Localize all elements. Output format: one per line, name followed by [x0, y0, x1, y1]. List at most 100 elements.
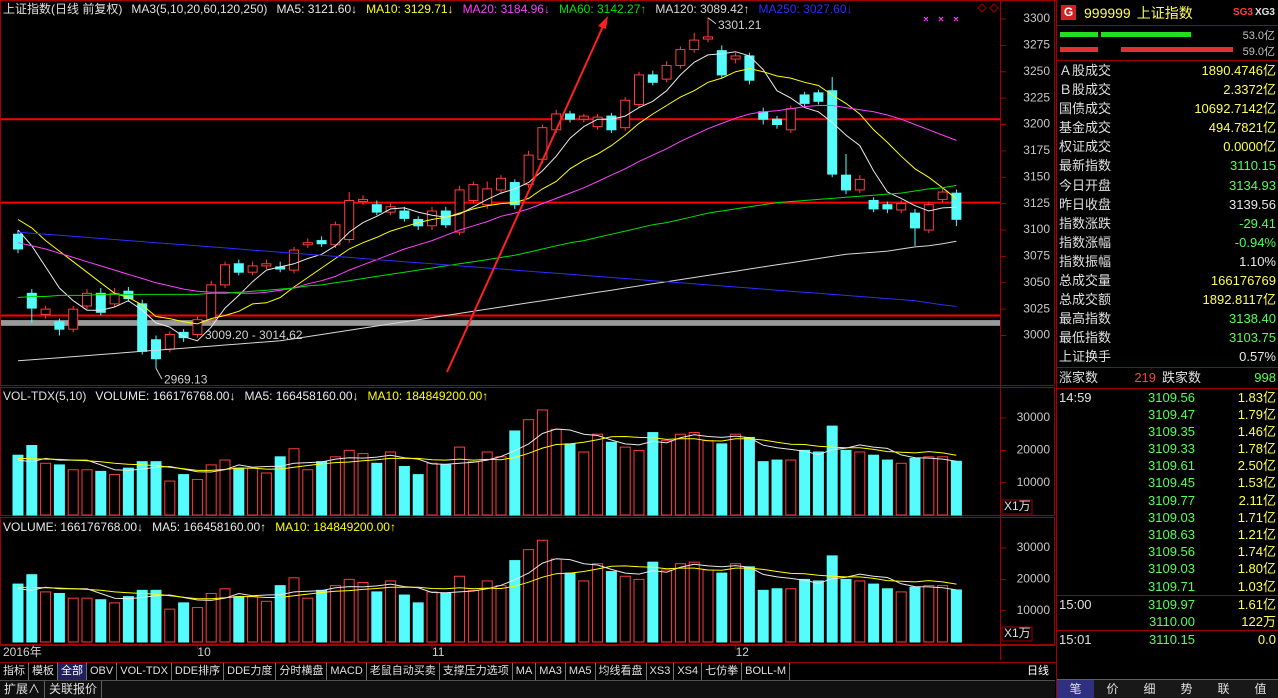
- legend-item: MA60: 3142.27↑: [559, 2, 646, 16]
- toolbar-item[interactable]: 七仿拳: [702, 663, 743, 680]
- panel-tab[interactable]: 笔: [1057, 680, 1094, 698]
- volume-bar: [730, 563, 742, 643]
- toolbar-item[interactable]: 均线看盘: [596, 663, 647, 680]
- toolbar-item[interactable]: 指标: [0, 663, 29, 680]
- legend-item: MA5: 166458160.00↑: [152, 520, 266, 534]
- volume-panel-frame: [0, 517, 1055, 645]
- tick-price: 3109.03: [1148, 509, 1195, 525]
- panel-tab[interactable]: 值: [1254, 682, 1267, 696]
- volume-bar: [81, 469, 93, 516]
- volume-bar: [702, 440, 714, 516]
- toolbar-item[interactable]: MA3: [536, 663, 566, 680]
- legend-item: MA10: 184849200.00↑: [368, 389, 489, 403]
- toolbar-item[interactable]: DDE排序: [172, 663, 225, 680]
- quote-row: 基金成交 494.7821亿: [1057, 118, 1278, 137]
- volume-bar: [730, 433, 742, 516]
- candle-body: [454, 189, 465, 233]
- candle-body: [937, 191, 948, 200]
- chart-area: 3000 3025 3050 3075 3100 3125 3150 3175 3200 3225…: [0, 0, 1055, 662]
- toolbar-item[interactable]: 分时横盘: [276, 663, 328, 680]
- price-panel-frame: [0, 0, 1055, 386]
- volume-bar: [674, 433, 686, 516]
- candle-body: [647, 74, 658, 83]
- toolbar-item[interactable]: 全部: [58, 663, 87, 680]
- legend-item: MA250: 3027.60↓: [758, 2, 852, 16]
- toolbar-item[interactable]: 模板: [29, 663, 58, 680]
- volume-bar: [536, 539, 548, 643]
- x-tick-label: 10: [197, 645, 211, 659]
- volume-bar: [12, 454, 24, 516]
- tick-price: 3109.71: [1148, 578, 1195, 594]
- volume-bar: [619, 575, 631, 643]
- candle-body: [233, 263, 244, 273]
- panel-tab[interactable]: 细: [1143, 682, 1156, 696]
- volume-bar: [467, 589, 479, 643]
- candle-body: [26, 292, 37, 309]
- candle-body: [178, 331, 189, 339]
- candle-body: [896, 203, 907, 211]
- legend-item: MA10: 184849200.00↑: [275, 520, 396, 534]
- footer-bar: 扩展∧ 关联报价: [0, 680, 1055, 698]
- quote-label: 今日开盘: [1059, 177, 1112, 193]
- y-tick-label: 3100: [1023, 222, 1050, 236]
- volume-bar: [550, 558, 562, 643]
- toolbar-item[interactable]: MA5: [566, 663, 596, 680]
- toolbar-item[interactable]: 支撑压力选项: [440, 663, 513, 680]
- volume-bar: [53, 592, 65, 643]
- tick-price: 3109.77: [1148, 492, 1195, 508]
- moving-average-line: [17, 51, 957, 342]
- volume-bar: [812, 580, 824, 643]
- volume-bar: [233, 596, 245, 643]
- candle-body: [565, 113, 575, 120]
- toolbar-item[interactable]: BOLL-M: [742, 663, 791, 680]
- quote-value: -0.94%: [1234, 234, 1276, 250]
- y-tick-label: 20000: [1017, 443, 1051, 457]
- volume-panel-frame: [0, 387, 1055, 516]
- volume-bar: [881, 459, 893, 516]
- volume-bar: [771, 459, 783, 516]
- panel-tab[interactable]: 联: [1217, 682, 1230, 696]
- tick-time: [1059, 492, 1129, 509]
- footer-item[interactable]: 关联报价: [45, 681, 103, 698]
- quote-label: 总成交量: [1059, 273, 1112, 289]
- volume-bar: [247, 467, 259, 516]
- toolbar-item[interactable]: VOL-TDX: [117, 663, 172, 680]
- period-label[interactable]: 日线: [1027, 665, 1049, 677]
- quote-label: 昨日收盘: [1059, 196, 1112, 212]
- panel-tab[interactable]: 势: [1180, 682, 1193, 696]
- footer-item[interactable]: 扩展∧: [0, 681, 46, 698]
- tick-row: 15:00 3109.97 1.61亿: [1057, 594, 1278, 613]
- y-tick-label: 3000: [1023, 328, 1050, 342]
- volume-bar: [550, 428, 562, 516]
- tick-volume: 1.71亿: [1237, 509, 1276, 525]
- y-tick-label: 3250: [1023, 64, 1050, 78]
- bar-segment: [1060, 32, 1098, 37]
- volume-bar: [412, 602, 424, 643]
- candle-body: [399, 210, 410, 219]
- toolbar-item[interactable]: MACD: [327, 663, 367, 680]
- volume-bar: [67, 469, 79, 516]
- volume-bar: [316, 461, 328, 516]
- tick-time: [1059, 406, 1129, 423]
- volume-bar: [605, 571, 617, 643]
- toolbar-item[interactable]: DDE力度: [224, 663, 277, 680]
- candle-body: [302, 242, 313, 246]
- toolbar-item[interactable]: XS3: [647, 663, 675, 680]
- panel-tab[interactable]: 价: [1106, 682, 1119, 696]
- volume-bar: [881, 588, 893, 643]
- indicator-toolbar: 指标 模板 全部 OBV VOL-TDX DDE排序 DDE力度 分时横盘 MACD 老鼠自动买卖…: [0, 662, 1055, 680]
- volume-bar: [178, 474, 190, 516]
- toolbar-item[interactable]: MA: [513, 663, 537, 680]
- y-tick-label: 3275: [1023, 38, 1050, 52]
- tick-row: 3109.56 1.74亿: [1057, 543, 1278, 560]
- toolbar-item[interactable]: XS4: [674, 663, 703, 680]
- volume-bar: [564, 572, 576, 643]
- volume-bar: [536, 409, 548, 516]
- quote-value: 3134.93: [1229, 177, 1276, 193]
- quote-value: 494.7821亿: [1208, 120, 1276, 136]
- tick-price: 3110.15: [1148, 632, 1195, 648]
- candle-body: [772, 118, 782, 126]
- toolbar-item[interactable]: OBV: [87, 663, 118, 680]
- tick-row: 3109.45 1.53亿: [1057, 474, 1278, 491]
- toolbar-item[interactable]: 老鼠自动买卖: [367, 663, 440, 680]
